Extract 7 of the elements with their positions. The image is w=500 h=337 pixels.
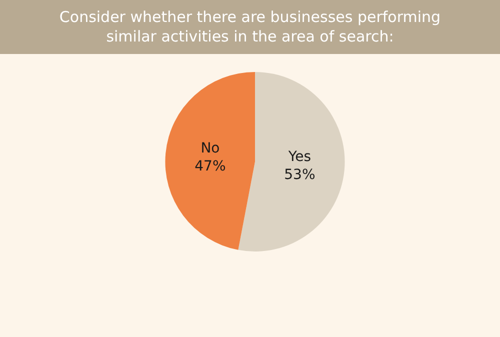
pie-slice (238, 72, 345, 252)
pie-slice (165, 72, 255, 250)
slice-label: Yes (287, 148, 311, 165)
data-label: 53% (284, 167, 316, 184)
slice-label: No (200, 140, 220, 156)
chart-title: Consider whether there are businesses performing similar activities in the area of search: (59, 8, 441, 46)
data-label: 47% (194, 158, 226, 175)
